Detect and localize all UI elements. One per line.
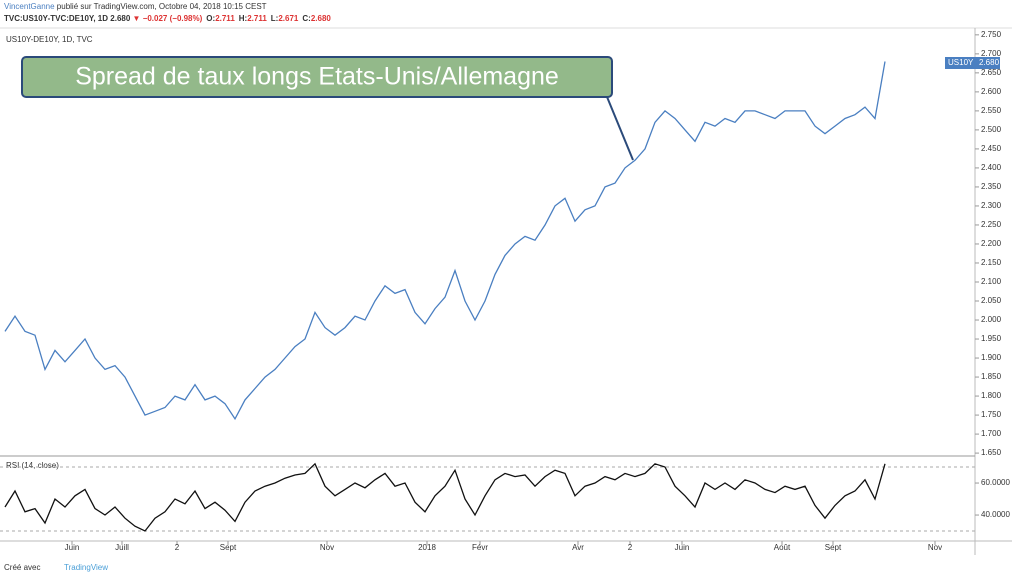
y-tick-label: 2.650 <box>981 68 1002 77</box>
x-tick-label: Nov <box>928 543 942 552</box>
ohlc: O:2.711 H:2.711 L:2.671 C:2.680 <box>206 14 331 23</box>
x-tick-label: Sept <box>220 543 237 552</box>
y-tick-label: 60.0000 <box>981 478 1010 487</box>
ohlc-key: H: <box>239 14 247 23</box>
y-tick-label: 2.050 <box>981 296 1002 305</box>
y-tick-label: 1.700 <box>981 429 1002 438</box>
x-tick-label: Nov <box>320 543 334 552</box>
last: 2.680 <box>110 14 131 23</box>
x-tick-label: Avr <box>572 543 584 552</box>
annotation: Spread de taux longs Etats-Unis/Allemagn… <box>75 63 559 91</box>
change: −0.027 (−0.98%) <box>143 14 203 23</box>
footer-brand[interactable]: TradingView <box>64 563 108 572</box>
y-tick-label: 1.800 <box>981 391 1002 400</box>
last-tag-name: US10Y <box>948 58 974 67</box>
x-tick-label: Juill <box>115 543 129 552</box>
symbol: TVC:US10Y-TVC:DE10Y, 1D <box>4 14 108 23</box>
last-tag <box>945 57 1000 69</box>
ohlc-value: 2.711 <box>247 14 267 23</box>
published: publié sur TradingView.com, Octobre 04, … <box>57 2 267 11</box>
ohlc-key: O: <box>206 14 215 23</box>
y-tick-label: 2.000 <box>981 315 1002 324</box>
y-tick-label: 2.600 <box>981 87 1002 96</box>
y-tick-label: 2.450 <box>981 144 1002 153</box>
y-tick-label: 1.750 <box>981 410 1002 419</box>
rsi-legend: RSI (14, close) <box>6 461 59 470</box>
x-tick-label: 2 <box>175 543 180 552</box>
y-tick-label: 2.750 <box>981 30 1002 39</box>
y-tick-label: 2.500 <box>981 125 1002 134</box>
y-tick-label: 2.250 <box>981 220 1002 229</box>
y-tick-label: 1.900 <box>981 353 1002 362</box>
x-tick-label: Juin <box>675 543 690 552</box>
arrow: ▼ <box>133 14 141 23</box>
y-tick-label: 1.950 <box>981 334 1002 343</box>
ohlc-value: 2.671 <box>278 14 299 23</box>
legend: US10Y-DE10Y, 1D, TVC <box>6 35 93 44</box>
y-tick-label: 2.400 <box>981 163 1002 172</box>
ohlc-key: C: <box>302 14 310 23</box>
y-tick-label: 2.300 <box>981 201 1002 210</box>
y-tick-label: 1.650 <box>981 448 1002 457</box>
y-tick-label: 2.150 <box>981 258 1002 267</box>
y-tick-label: 2.350 <box>981 182 1002 191</box>
y-tick-label: 40.0000 <box>981 510 1010 519</box>
x-tick-label: Sept <box>825 543 842 552</box>
x-tick-label: 2 <box>628 543 633 552</box>
annotation-arrow <box>604 91 634 161</box>
header-line-1: VincentGanne publié sur TradingView.com,… <box>4 2 267 11</box>
y-tick-label: 2.100 <box>981 277 1002 286</box>
annotation-box <box>21 56 613 98</box>
x-tick-label: 2018 <box>418 543 436 552</box>
ohlc-key: L: <box>271 14 279 23</box>
ohlc-value: 2.680 <box>311 14 332 23</box>
y-tick-label: 2.200 <box>981 239 1002 248</box>
y-tick-label: 1.850 <box>981 372 1002 381</box>
x-tick-label: Févr <box>472 543 488 552</box>
y-tick-label: 2.700 <box>981 49 1002 58</box>
ohlc-value: 2.711 <box>215 14 235 23</box>
y-tick-label: 2.550 <box>981 106 1002 115</box>
author[interactable]: VincentGanne <box>4 2 55 11</box>
x-tick-label: Juin <box>65 543 80 552</box>
last-tag-value: 2.680 <box>979 58 1000 67</box>
x-tick-label: Août <box>774 543 791 552</box>
series-line <box>4 61 886 421</box>
header-line-2: TVC:US10Y-TVC:DE10Y, 1D 2.680 ▼ −0.027 (… <box>4 14 331 23</box>
footer-made: Créé avec <box>4 563 40 572</box>
series-line <box>4 462 886 532</box>
